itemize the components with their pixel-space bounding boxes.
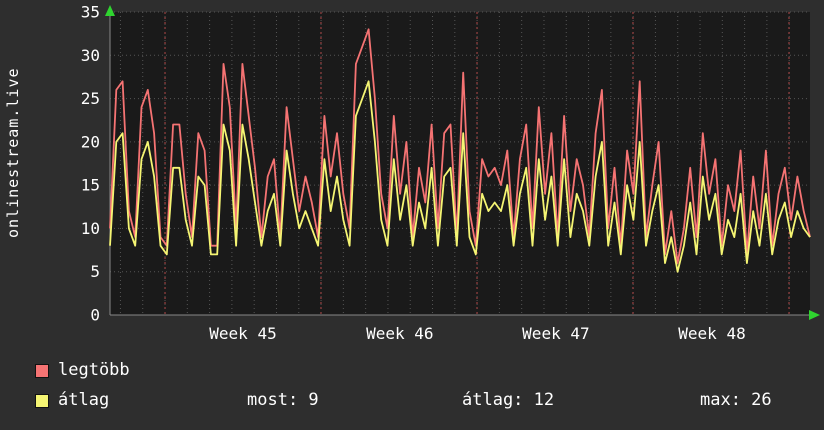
- legend-row-legtobb: legtöbb: [0, 358, 824, 388]
- legend-label-legtobb: legtöbb: [58, 360, 130, 380]
- stat-max: max: 26: [700, 390, 772, 410]
- svg-text:5: 5: [90, 262, 100, 281]
- svg-text:Week 45: Week 45: [209, 324, 276, 343]
- legend-label-atlag: átlag: [58, 390, 110, 410]
- svg-text:Week 48: Week 48: [678, 324, 745, 343]
- svg-text:35: 35: [81, 3, 100, 22]
- svg-text:15: 15: [81, 176, 100, 195]
- stat-atlag: átlag: 12: [462, 390, 555, 410]
- legend-swatch-atlag: [35, 394, 49, 408]
- svg-text:0: 0: [90, 306, 100, 325]
- svg-text:10: 10: [81, 219, 100, 238]
- svg-text:Week 46: Week 46: [366, 324, 433, 343]
- stat-most: most: 9: [247, 390, 319, 410]
- chart-svg: 0 5 10 15 20 25 30 35 Week 45 Week 46 Week 47 Week …: [81, 3, 820, 343]
- svg-text:30: 30: [81, 46, 100, 65]
- legend-swatch-legtobb: [35, 364, 49, 378]
- legend-row-atlag: átlag most: 9 átlag: 12 max: 26: [0, 388, 824, 418]
- legend: legtöbb átlag most: 9 átlag: 12 max: 26: [0, 358, 824, 428]
- svg-text:20: 20: [81, 132, 100, 151]
- svg-text:25: 25: [81, 89, 100, 108]
- svg-text:Week 47: Week 47: [522, 324, 589, 343]
